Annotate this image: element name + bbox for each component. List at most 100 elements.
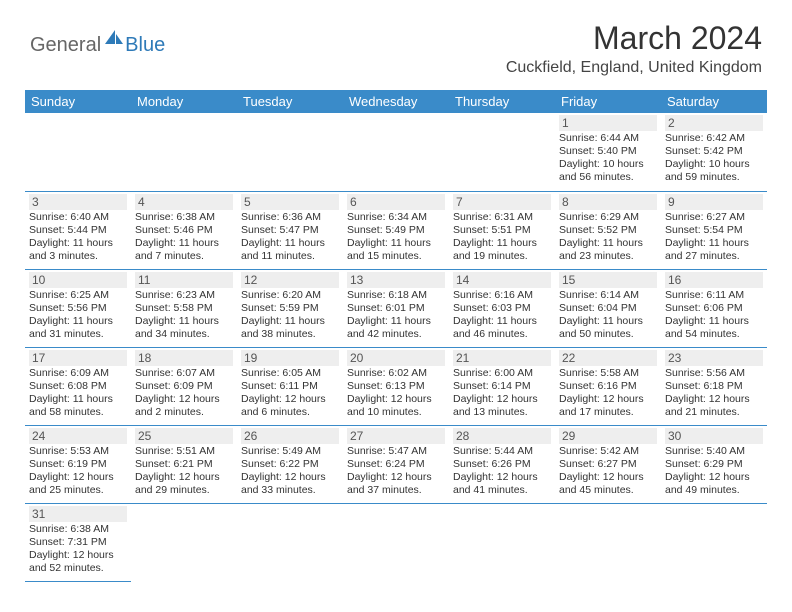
sunset: Sunset: 5:54 PM [665, 224, 763, 237]
page-title: March 2024 [506, 20, 762, 57]
calendar-table: SundayMondayTuesdayWednesdayThursdayFrid… [25, 90, 767, 582]
daylight: Daylight: 11 hours and 50 minutes. [559, 315, 657, 341]
calendar-cell: 18Sunrise: 6:07 AMSunset: 6:09 PMDayligh… [131, 347, 237, 425]
day-number: 14 [453, 272, 551, 288]
calendar-cell [237, 503, 343, 581]
calendar-cell: 27Sunrise: 5:47 AMSunset: 6:24 PMDayligh… [343, 425, 449, 503]
sunset: Sunset: 6:06 PM [665, 302, 763, 315]
day-info: Sunrise: 5:58 AMSunset: 6:16 PMDaylight:… [559, 367, 657, 420]
sunrise: Sunrise: 6:38 AM [29, 523, 127, 536]
sunset: Sunset: 6:24 PM [347, 458, 445, 471]
day-info: Sunrise: 6:44 AMSunset: 5:40 PMDaylight:… [559, 132, 657, 185]
day-number: 22 [559, 350, 657, 366]
logo-text-blue: Blue [125, 34, 165, 57]
day-info: Sunrise: 6:31 AMSunset: 5:51 PMDaylight:… [453, 211, 551, 264]
daylight: Daylight: 12 hours and 21 minutes. [665, 393, 763, 419]
sunset: Sunset: 5:44 PM [29, 224, 127, 237]
calendar-head: SundayMondayTuesdayWednesdayThursdayFrid… [25, 90, 767, 113]
calendar-cell [555, 503, 661, 581]
calendar-cell: 15Sunrise: 6:14 AMSunset: 6:04 PMDayligh… [555, 269, 661, 347]
day-number: 19 [241, 350, 339, 366]
day-number: 7 [453, 194, 551, 210]
calendar-body: 1Sunrise: 6:44 AMSunset: 5:40 PMDaylight… [25, 113, 767, 581]
sunset: Sunset: 6:11 PM [241, 380, 339, 393]
sunrise: Sunrise: 6:31 AM [453, 211, 551, 224]
day-number: 24 [29, 428, 127, 444]
daylight: Daylight: 11 hours and 7 minutes. [135, 237, 233, 263]
sunset: Sunset: 6:01 PM [347, 302, 445, 315]
sunrise: Sunrise: 5:40 AM [665, 445, 763, 458]
day-info: Sunrise: 6:16 AMSunset: 6:03 PMDaylight:… [453, 289, 551, 342]
day-info: Sunrise: 5:49 AMSunset: 6:22 PMDaylight:… [241, 445, 339, 498]
day-info: Sunrise: 6:18 AMSunset: 6:01 PMDaylight:… [347, 289, 445, 342]
daylight: Daylight: 11 hours and 54 minutes. [665, 315, 763, 341]
daylight: Daylight: 12 hours and 25 minutes. [29, 471, 127, 497]
day-number: 16 [665, 272, 763, 288]
day-number: 5 [241, 194, 339, 210]
day-number: 8 [559, 194, 657, 210]
calendar-cell [25, 113, 131, 191]
day-info: Sunrise: 6:05 AMSunset: 6:11 PMDaylight:… [241, 367, 339, 420]
calendar-cell: 24Sunrise: 5:53 AMSunset: 6:19 PMDayligh… [25, 425, 131, 503]
day-info: Sunrise: 6:07 AMSunset: 6:09 PMDaylight:… [135, 367, 233, 420]
daylight: Daylight: 11 hours and 19 minutes. [453, 237, 551, 263]
day-number: 23 [665, 350, 763, 366]
sunset: Sunset: 6:13 PM [347, 380, 445, 393]
day-info: Sunrise: 6:23 AMSunset: 5:58 PMDaylight:… [135, 289, 233, 342]
day-number: 26 [241, 428, 339, 444]
header: General Blue March 2024 Cuckfield, Engla… [0, 0, 792, 82]
calendar-cell: 1Sunrise: 6:44 AMSunset: 5:40 PMDaylight… [555, 113, 661, 191]
sunrise: Sunrise: 6:38 AM [135, 211, 233, 224]
daylight: Daylight: 11 hours and 38 minutes. [241, 315, 339, 341]
calendar-cell: 29Sunrise: 5:42 AMSunset: 6:27 PMDayligh… [555, 425, 661, 503]
daylight: Daylight: 11 hours and 46 minutes. [453, 315, 551, 341]
daylight: Daylight: 12 hours and 33 minutes. [241, 471, 339, 497]
calendar-cell: 22Sunrise: 5:58 AMSunset: 6:16 PMDayligh… [555, 347, 661, 425]
sunrise: Sunrise: 6:34 AM [347, 211, 445, 224]
calendar-cell: 10Sunrise: 6:25 AMSunset: 5:56 PMDayligh… [25, 269, 131, 347]
calendar-cell: 23Sunrise: 5:56 AMSunset: 6:18 PMDayligh… [661, 347, 767, 425]
sunrise: Sunrise: 6:09 AM [29, 367, 127, 380]
logo-text-general: General [30, 34, 101, 57]
sunset: Sunset: 5:58 PM [135, 302, 233, 315]
day-number: 9 [665, 194, 763, 210]
day-info: Sunrise: 6:40 AMSunset: 5:44 PMDaylight:… [29, 211, 127, 264]
sunset: Sunset: 6:04 PM [559, 302, 657, 315]
day-number: 13 [347, 272, 445, 288]
day-number: 20 [347, 350, 445, 366]
day-header: Sunday [25, 90, 131, 113]
day-header: Monday [131, 90, 237, 113]
day-info: Sunrise: 5:40 AMSunset: 6:29 PMDaylight:… [665, 445, 763, 498]
daylight: Daylight: 12 hours and 41 minutes. [453, 471, 551, 497]
daylight: Daylight: 12 hours and 52 minutes. [29, 549, 127, 575]
sunrise: Sunrise: 5:51 AM [135, 445, 233, 458]
sunset: Sunset: 6:26 PM [453, 458, 551, 471]
sunrise: Sunrise: 6:00 AM [453, 367, 551, 380]
sunset: Sunset: 6:27 PM [559, 458, 657, 471]
daylight: Daylight: 12 hours and 6 minutes. [241, 393, 339, 419]
sunrise: Sunrise: 6:05 AM [241, 367, 339, 380]
calendar-row: 24Sunrise: 5:53 AMSunset: 6:19 PMDayligh… [25, 425, 767, 503]
sunset: Sunset: 5:56 PM [29, 302, 127, 315]
calendar-cell [131, 113, 237, 191]
day-info: Sunrise: 6:38 AMSunset: 5:46 PMDaylight:… [135, 211, 233, 264]
sunset: Sunset: 6:14 PM [453, 380, 551, 393]
daylight: Daylight: 12 hours and 29 minutes. [135, 471, 233, 497]
sunrise: Sunrise: 5:58 AM [559, 367, 657, 380]
daylight: Daylight: 12 hours and 13 minutes. [453, 393, 551, 419]
day-number: 6 [347, 194, 445, 210]
day-number: 27 [347, 428, 445, 444]
day-info: Sunrise: 5:44 AMSunset: 6:26 PMDaylight:… [453, 445, 551, 498]
daylight: Daylight: 12 hours and 37 minutes. [347, 471, 445, 497]
daylight: Daylight: 11 hours and 34 minutes. [135, 315, 233, 341]
sunrise: Sunrise: 6:02 AM [347, 367, 445, 380]
sunrise: Sunrise: 6:16 AM [453, 289, 551, 302]
sunset: Sunset: 5:59 PM [241, 302, 339, 315]
daylight: Daylight: 12 hours and 17 minutes. [559, 393, 657, 419]
calendar-cell: 28Sunrise: 5:44 AMSunset: 6:26 PMDayligh… [449, 425, 555, 503]
daylight: Daylight: 11 hours and 11 minutes. [241, 237, 339, 263]
calendar-cell: 30Sunrise: 5:40 AMSunset: 6:29 PMDayligh… [661, 425, 767, 503]
calendar-cell: 5Sunrise: 6:36 AMSunset: 5:47 PMDaylight… [237, 191, 343, 269]
sunrise: Sunrise: 6:29 AM [559, 211, 657, 224]
daylight: Daylight: 11 hours and 42 minutes. [347, 315, 445, 341]
